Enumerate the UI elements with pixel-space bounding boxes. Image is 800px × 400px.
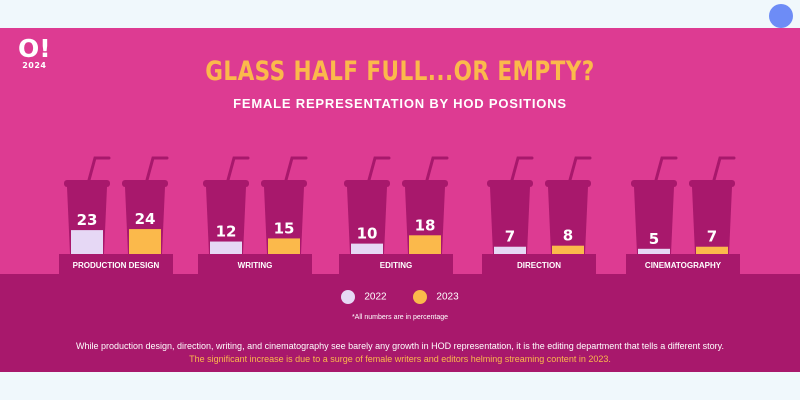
logo: O! 2024 [18,36,51,70]
value-label-cinematography-2022: 5 [649,230,659,248]
liquid-fill-direction-2022 [494,246,526,254]
chart-subtitle: FEMALE REPRESENTATION BY HOD POSITIONS [233,96,567,111]
cup-cinematography-2022 [634,187,674,254]
legend-swatch-2023 [413,290,428,304]
caption-line-2: The significant increase is due to a sur… [189,354,611,364]
category-label-writing: WRITING [238,261,273,270]
corner-marker [769,4,793,28]
cup-lid-editing-2023 [402,180,448,187]
straw-writing-2023 [284,156,308,182]
liquid-fill-production-design-2023 [129,229,161,254]
value-label-cinematography-2023: 7 [707,228,717,246]
cup-lid-production-design-2023 [122,180,168,187]
liquid-fill-editing-2023 [409,235,441,254]
cup-lid-writing-2022 [203,180,249,187]
legend-label-2022: 2022 [364,291,387,303]
straw-writing-2022 [226,156,250,182]
cup-chart: PRODUCTION DESIGN 23 24 WRITING 12 15 EDITING 1… [59,156,740,276]
straw-direction-2022 [510,156,534,182]
infographic-canvas: O! 2024 GLASS HALF FULL...OR EMPTY? FEMA… [0,28,800,372]
liquid-fill-cinematography-2022 [638,248,670,254]
legend-item-2023: 2023 [413,290,459,304]
logo-mark: O! [18,34,51,63]
cup-lid-direction-2023 [545,180,591,187]
cup-cinematography-2023 [692,187,732,254]
category-label-production-design: PRODUCTION DESIGN [73,261,160,270]
liquid-fill-cinematography-2023 [696,246,728,254]
chart-title: GLASS HALF FULL...OR EMPTY? [205,56,595,87]
liquid-fill-writing-2022 [210,241,242,254]
straw-production-design-2023 [145,156,169,182]
value-label-writing-2022: 12 [216,223,237,241]
straw-cinematography-2022 [654,156,678,182]
value-label-writing-2023: 15 [274,219,295,237]
liquid-fill-production-design-2022 [71,230,103,254]
cup-lid-production-design-2022 [64,180,110,187]
straw-editing-2023 [425,156,449,182]
lower-band [0,274,800,372]
value-label-editing-2022: 10 [357,225,378,243]
straw-direction-2023 [568,156,592,182]
cup-lid-writing-2023 [261,180,307,187]
category-plate-production-design [59,254,173,276]
category-label-cinematography: CINEMATOGRAPHY [645,261,722,270]
cup-lid-cinematography-2023 [689,180,735,187]
legend-swatch-2022 [341,290,356,304]
category-label-direction: DIRECTION [517,261,561,270]
cup-lid-direction-2022 [487,180,533,187]
value-label-production-design-2022: 23 [77,211,98,229]
cup-direction-2023 [548,187,588,254]
cup-editing-2022 [347,187,387,254]
straw-cinematography-2023 [712,156,736,182]
value-label-direction-2023: 8 [563,227,573,245]
value-label-direction-2022: 7 [505,228,515,246]
legend-item-2022: 2022 [341,290,387,304]
liquid-fill-direction-2023 [552,245,584,254]
liquid-fill-writing-2023 [268,238,300,254]
category-plate-writing [198,254,312,276]
logo-year: 2024 [22,61,47,70]
value-label-production-design-2023: 24 [135,210,156,228]
cup-direction-2022 [490,187,530,254]
caption-line-1: While production design, direction, writ… [75,341,724,351]
category-plate-direction [482,254,596,276]
straw-editing-2022 [367,156,391,182]
footnote: *All numbers are in percentage [351,314,449,321]
cup-writing-2023 [264,187,304,254]
cup-lid-cinematography-2022 [631,180,677,187]
value-label-editing-2023: 18 [415,216,436,234]
cup-writing-2022 [206,187,246,254]
category-label-editing: EDITING [380,261,412,270]
legend: 2022 2023 [0,290,800,304]
liquid-fill-editing-2022 [351,243,383,254]
category-plate-cinematography [626,254,740,276]
cup-lid-editing-2022 [344,180,390,187]
legend-label-2023: 2023 [436,291,459,303]
caption: While production design, direction, writ… [0,340,800,366]
straw-production-design-2022 [87,156,111,182]
category-plate-editing [339,254,453,276]
